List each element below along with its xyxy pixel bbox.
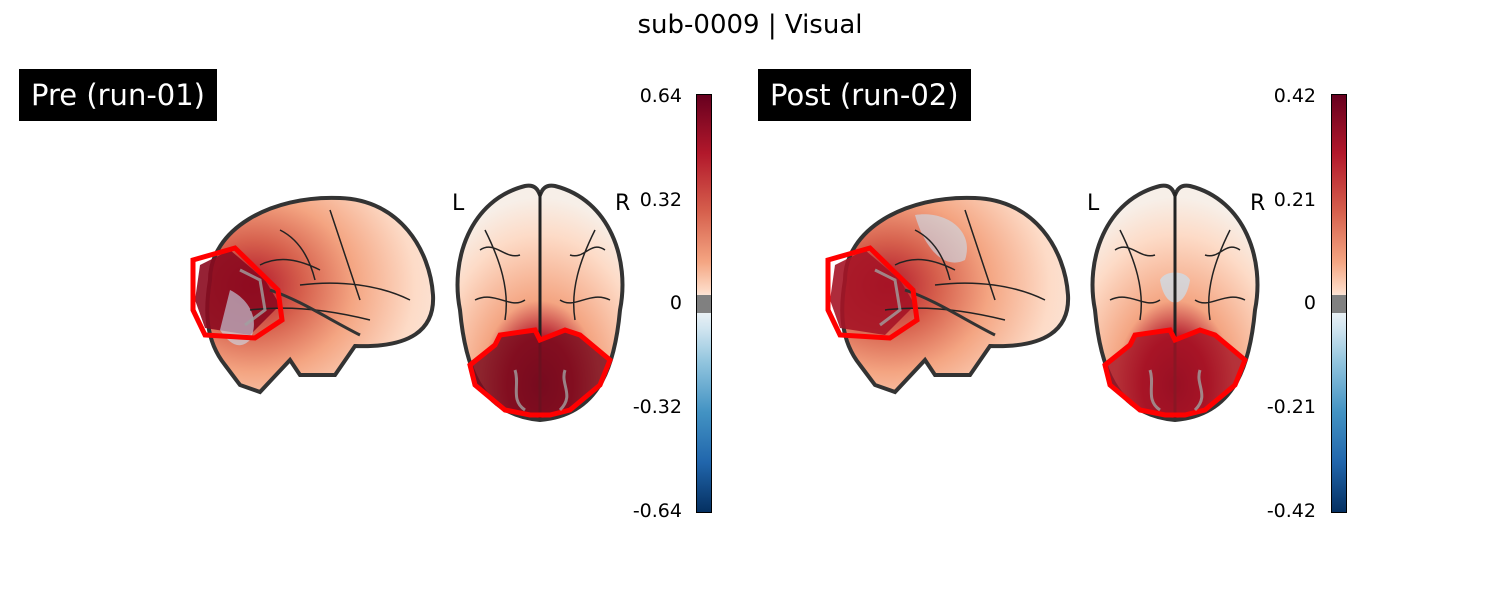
cbar-tick: 0 — [1303, 292, 1316, 314]
cbar-tick: -0.64 — [632, 500, 682, 522]
cbar-tick: 0.42 — [1273, 85, 1316, 107]
cbar-tick: 0 — [669, 292, 682, 314]
panel-post: Post (run-02) L R 0.42 0.21 0 -0.21 -0.4… — [636, 0, 1386, 600]
cbar-tick: 0.32 — [639, 189, 682, 211]
sagittal-view-post — [825, 195, 1071, 395]
axial-view-post: L R — [1087, 183, 1265, 423]
cbar-tick: 0.64 — [639, 85, 682, 107]
colorbar-post — [1331, 94, 1347, 513]
cbar-tick: -0.21 — [1266, 396, 1316, 418]
panel-label-post: Post (run-02) — [758, 69, 971, 121]
panel-label-pre: Pre (run-01) — [19, 69, 217, 121]
orientation-label-left: L — [1087, 191, 1100, 216]
orientation-label-right: R — [1250, 191, 1265, 216]
orientation-label-right: R — [615, 191, 630, 216]
colorbar-pre — [696, 94, 712, 513]
colorbar-zero-band — [697, 295, 711, 314]
cbar-tick: -0.32 — [632, 396, 682, 418]
colorbar-zero-band — [1332, 295, 1346, 314]
cbar-tick: -0.42 — [1266, 500, 1316, 522]
glass-brain-pre: L R — [190, 183, 630, 423]
axial-view-pre: L R — [452, 183, 630, 423]
sagittal-view-pre — [190, 195, 436, 395]
orientation-label-left: L — [452, 191, 465, 216]
cbar-tick: 0.21 — [1273, 189, 1316, 211]
glass-brain-post: L R — [825, 183, 1265, 423]
panel-pre: Pre (run-01) L R 0.64 0.32 0 -0.32 -0.64 — [19, 69, 712, 522]
figure-title: sub-0009 | Visual — [637, 10, 863, 40]
